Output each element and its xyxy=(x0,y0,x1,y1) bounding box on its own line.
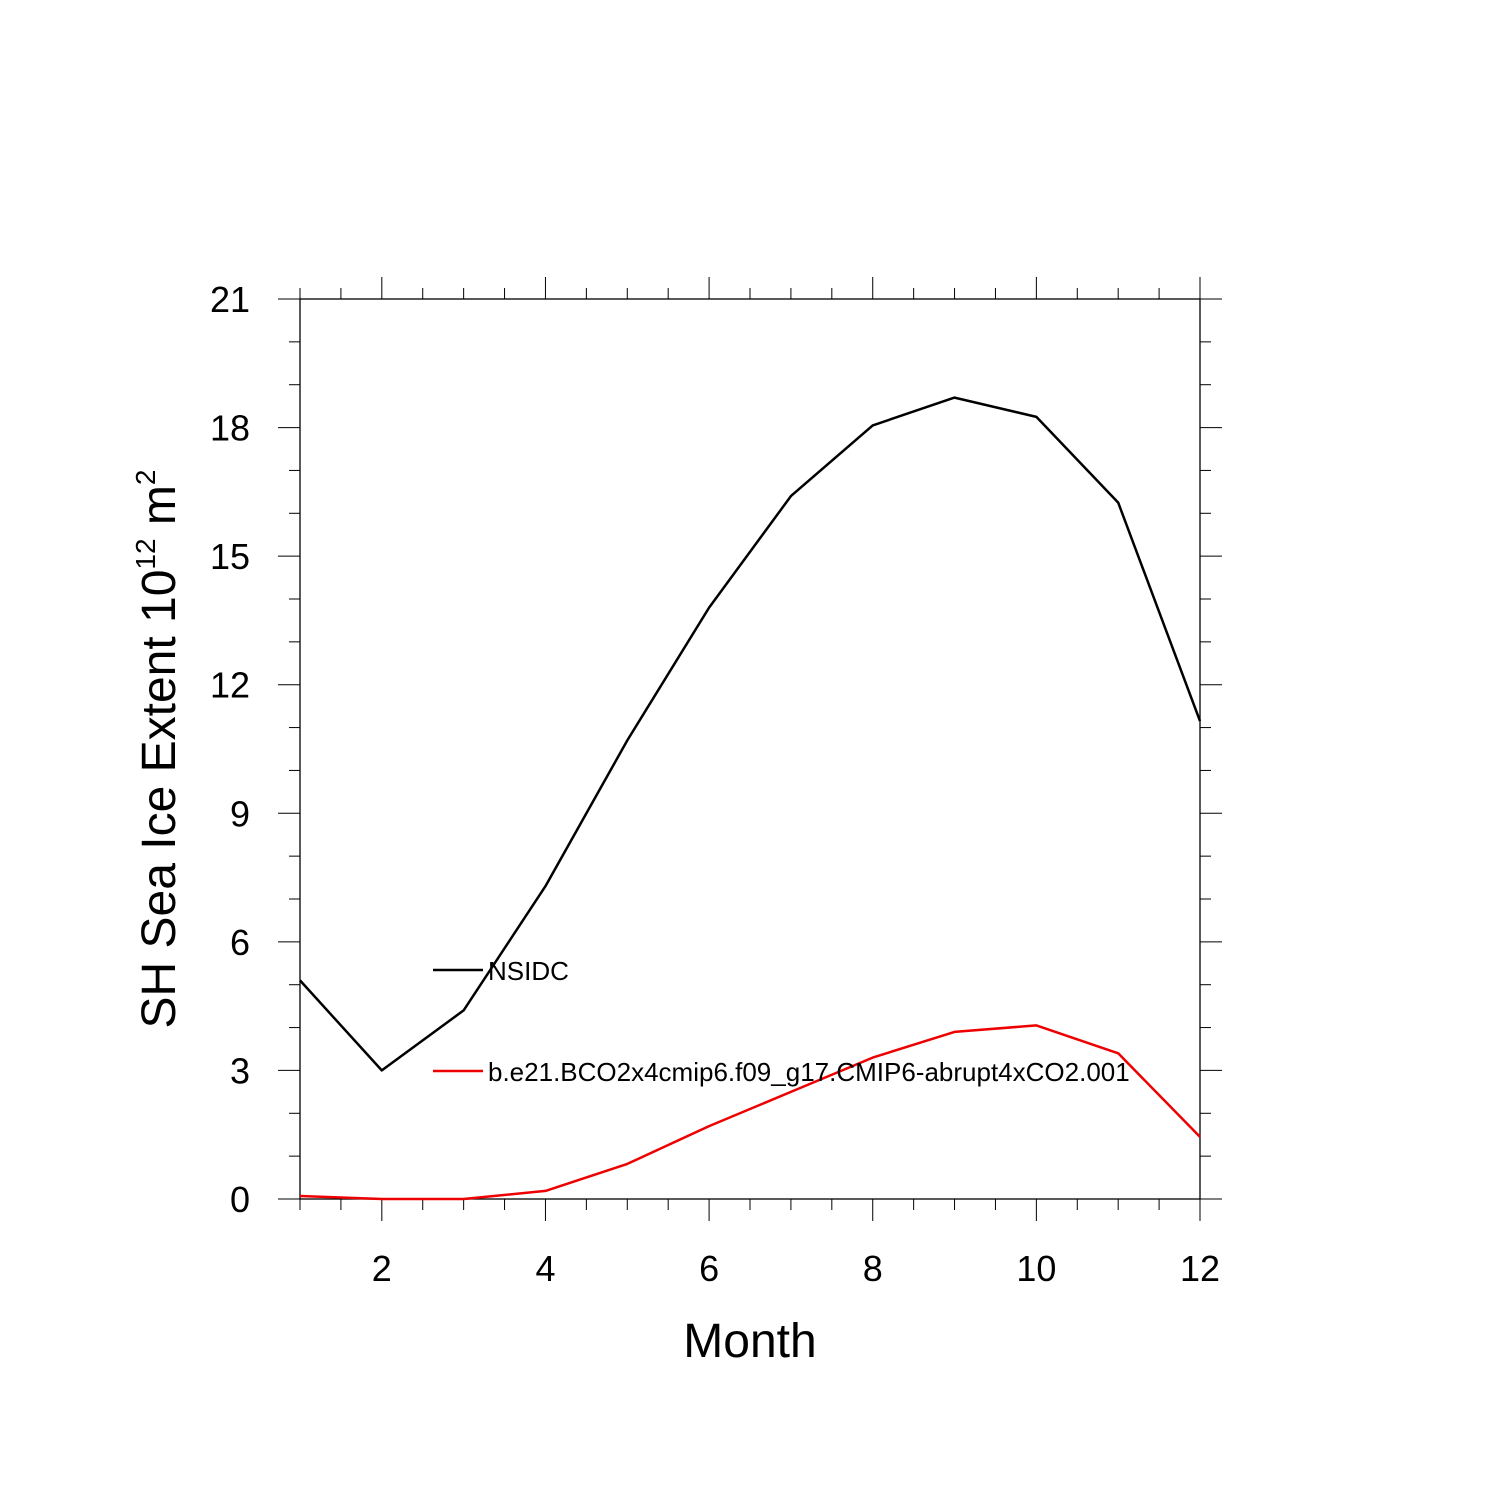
y-tick-label: 12 xyxy=(210,665,250,706)
x-tick-label: 2 xyxy=(372,1248,392,1289)
y-axis-label-main: SH Sea Ice Extent 10 xyxy=(133,570,186,1029)
x-tick-label: 8 xyxy=(863,1248,883,1289)
y-axis-label-exponent: 12 xyxy=(130,538,161,569)
y-tick-label: 0 xyxy=(230,1179,250,1220)
x-tick-label: 6 xyxy=(699,1248,719,1289)
y-tick-label: 6 xyxy=(230,922,250,963)
y-tick-label: 3 xyxy=(230,1050,250,1091)
tick-labels: 2 4 6 8 10 12 0 3 6 9 12 15 18 21 xyxy=(210,279,1220,1289)
legend-label-model: b.e21.BCO2x4cmip6.f09_g17.CMIP6-abrupt4x… xyxy=(488,1057,1130,1087)
series-line-0 xyxy=(299,396,1202,1072)
y-tick-label: 9 xyxy=(230,793,250,834)
plot-frame xyxy=(299,298,1201,1200)
x-tick-label: 12 xyxy=(1180,1248,1220,1289)
y-tick-label: 18 xyxy=(210,408,250,449)
x-tick-label: 10 xyxy=(1016,1248,1056,1289)
x-tick-label: 4 xyxy=(535,1248,555,1289)
y-tick-label: 21 xyxy=(210,279,250,320)
series-line-1 xyxy=(299,1024,1201,1201)
axis-ticks xyxy=(278,277,1222,1221)
y-axis-label-unit: m xyxy=(133,485,186,538)
y-tick-label: 15 xyxy=(210,536,250,577)
x-axis-label: Month xyxy=(683,1315,816,1368)
legend-label-nsidc: NSIDC xyxy=(488,956,569,986)
y-axis-label-unit-exponent: 2 xyxy=(130,470,161,486)
y-axis-label: SH Sea Ice Extent 1012 m2 xyxy=(130,470,186,1029)
legend: NSIDC b.e21.BCO2x4cmip6.f09_g17.CMIP6-ab… xyxy=(433,956,1130,1087)
series-layer xyxy=(299,396,1202,1201)
